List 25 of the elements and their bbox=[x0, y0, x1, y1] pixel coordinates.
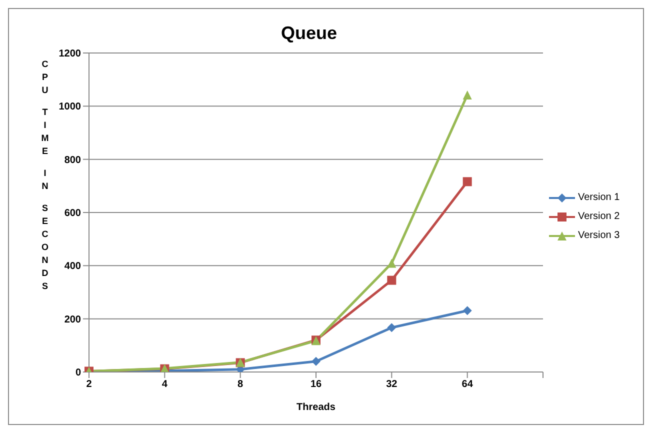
legend-label: Version 1 bbox=[578, 192, 620, 203]
point bbox=[462, 90, 472, 100]
point bbox=[312, 356, 320, 366]
point bbox=[462, 177, 472, 186]
x-tick-label: 16 bbox=[310, 379, 322, 390]
x-tick-label: 64 bbox=[462, 379, 474, 390]
x-tick-label: 8 bbox=[238, 379, 244, 390]
y-tick-label: 800 bbox=[64, 154, 82, 166]
y-tick-label: 400 bbox=[64, 261, 82, 272]
legend-label: Version 3 bbox=[578, 230, 620, 241]
x-tick-label: 2 bbox=[86, 379, 92, 390]
x-axis-title: Threads bbox=[296, 402, 336, 413]
point bbox=[387, 323, 396, 332]
legend-label: Version 2 bbox=[578, 211, 620, 222]
x-tick-label: 4 bbox=[162, 379, 168, 390]
chart-title: Queue bbox=[280, 23, 338, 44]
point bbox=[387, 276, 396, 285]
y-tick-label: 1000 bbox=[58, 102, 82, 113]
x-tick-label: 32 bbox=[386, 379, 398, 390]
text: CPU TIME IN SECONDS bbox=[41, 59, 49, 291]
y-tick-label: 0 bbox=[75, 368, 82, 379]
y-tick-label: 200 bbox=[64, 314, 82, 326]
y-tick-label: 600 bbox=[64, 208, 82, 220]
y-tick-label: 1200 bbox=[58, 48, 82, 60]
point bbox=[462, 306, 472, 316]
